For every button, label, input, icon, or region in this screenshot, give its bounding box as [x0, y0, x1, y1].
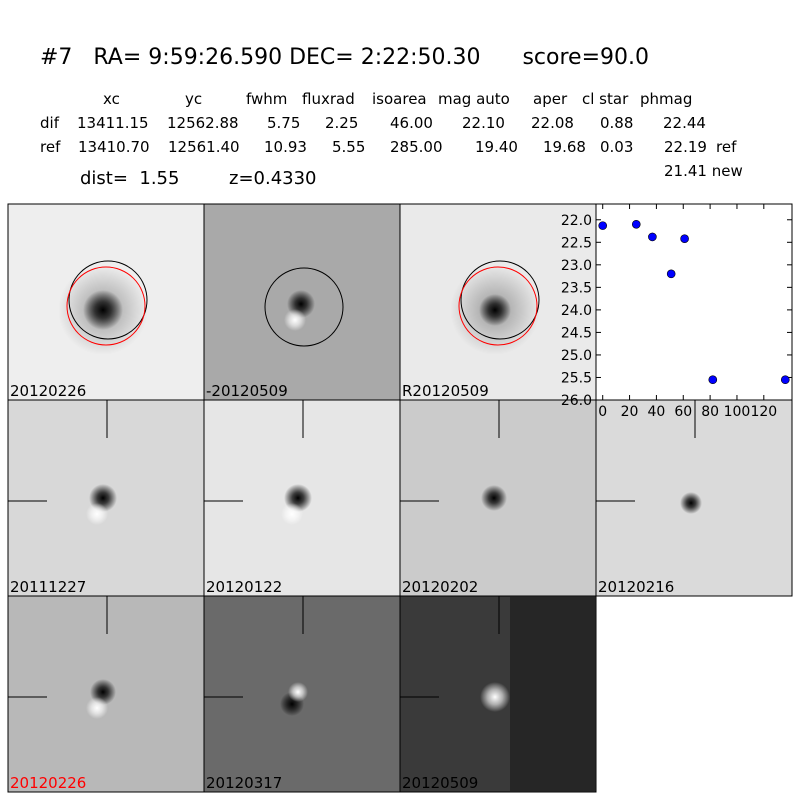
x-tick-label: 100	[724, 404, 751, 420]
residual	[86, 503, 108, 525]
column-header: fluxrad	[302, 90, 355, 108]
cell: 5.55	[332, 138, 365, 156]
point	[780, 375, 790, 385]
point	[680, 234, 689, 243]
cell: 13410.70	[78, 138, 150, 156]
stamp: 20120226	[7, 595, 205, 793]
y-tick-label: 26.0	[561, 393, 592, 409]
column-header: cl star	[582, 90, 629, 108]
cell: 285.00	[390, 138, 443, 156]
source	[680, 492, 702, 514]
cell: 12562.88	[167, 114, 239, 132]
cell: 19.68	[543, 138, 586, 156]
x-tick-label: 120	[750, 404, 777, 420]
cell: 22.19	[664, 138, 707, 156]
source	[481, 485, 507, 511]
column-header: mag auto	[438, 90, 510, 108]
plot-area	[595, 203, 793, 401]
cell: 0.88	[600, 114, 633, 132]
y-tick-label: 24.5	[561, 325, 592, 341]
stamp-label: 20120226	[10, 382, 86, 400]
stamp: 20120509	[399, 595, 597, 793]
stamp-label: 20120317	[206, 774, 282, 792]
stamp-label: 20120226	[10, 774, 86, 792]
stamp-label: 20120122	[206, 578, 282, 596]
cell: 46.00	[390, 114, 433, 132]
aperture	[458, 266, 538, 346]
point	[666, 269, 676, 279]
cell: 19.40	[475, 138, 518, 156]
stamp: 20120317	[203, 595, 401, 793]
stamp-shade	[510, 597, 595, 791]
stamp-label: 20120202	[402, 578, 478, 596]
aperture	[66, 266, 146, 346]
column-header: fwhm	[246, 90, 287, 108]
y-tick-label: 22.5	[561, 235, 592, 251]
cell: 22.10	[462, 114, 505, 132]
stamp-label: -20120509	[206, 382, 288, 400]
residual	[281, 503, 303, 525]
point	[648, 232, 657, 242]
column-header: yc	[185, 90, 202, 108]
stamp: 20120202	[399, 399, 597, 597]
new-mag: 21.41 new	[664, 162, 743, 180]
column-header: xc	[103, 90, 120, 108]
cell: 22.08	[531, 114, 574, 132]
stamp: R20120509	[399, 203, 597, 401]
point	[631, 219, 641, 229]
column-header: aper	[533, 90, 568, 108]
point	[708, 375, 718, 385]
stamp-label: 20120509	[402, 774, 478, 792]
source	[83, 290, 123, 330]
x-tick-label: 20	[621, 404, 639, 420]
residual	[86, 697, 108, 719]
aperture	[264, 267, 344, 347]
source	[480, 682, 510, 712]
y-tick-label: 25.0	[561, 348, 592, 364]
dist: dist= 1.55	[80, 168, 179, 189]
cell: 10.93	[264, 138, 307, 156]
y-tick-label: 23.5	[561, 280, 592, 296]
x-tick-label: 0	[598, 404, 607, 420]
row-note: ref	[716, 138, 737, 156]
cell: 12561.40	[168, 138, 240, 156]
x-tick-label: 60	[674, 404, 692, 420]
cell: 2.25	[325, 114, 358, 132]
y-tick-label: 22.0	[561, 213, 592, 229]
y-tick-label: 24.0	[561, 303, 592, 319]
residual	[284, 309, 306, 331]
stamp: 20120122	[203, 399, 401, 597]
cell: 0.03	[600, 138, 633, 156]
stamp: 20120216	[595, 399, 793, 597]
stamp-label: 20120216	[598, 578, 674, 596]
stamp: -20120509	[203, 203, 401, 401]
cell: 22.44	[663, 114, 706, 132]
redshift: z=0.4330	[229, 168, 317, 189]
x-tick-label: 80	[701, 404, 719, 420]
residual	[288, 682, 308, 702]
source	[479, 294, 511, 326]
row-label: ref	[40, 138, 61, 156]
stamp-label: 20111227	[10, 578, 86, 596]
aperture	[460, 260, 540, 340]
row-label: dif	[40, 114, 60, 132]
y-tick-label: 23.0	[561, 258, 592, 274]
cell: 13411.15	[77, 114, 149, 132]
cell: 5.75	[267, 114, 300, 132]
aperture	[68, 260, 148, 340]
y-tick-label: 25.5	[561, 370, 592, 386]
stamp: 20120226	[7, 203, 205, 401]
column-header: phmag	[640, 90, 692, 108]
x-tick-label: 40	[647, 404, 665, 420]
title: #7 RA= 9:59:26.590 DEC= 2:22:50.30 score…	[40, 45, 649, 70]
column-header: isoarea	[372, 90, 427, 108]
stamp-label: R20120509	[402, 382, 489, 400]
point	[598, 221, 608, 230]
stamp: 20111227	[7, 399, 205, 597]
